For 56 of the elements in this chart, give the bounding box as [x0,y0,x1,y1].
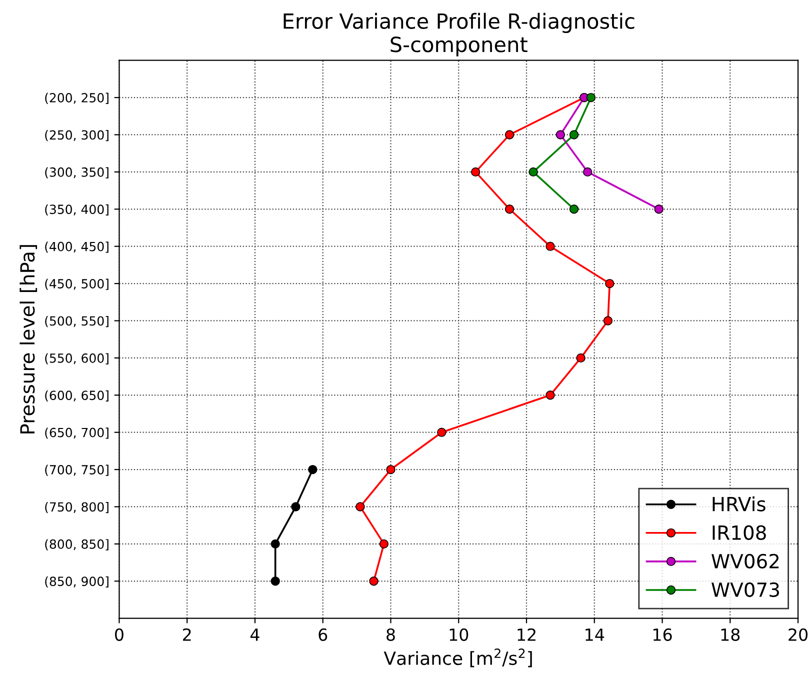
x-tick-label: 12 [518,628,536,641]
x-tick-label: 6 [318,628,328,641]
chart-title: Error Variance Profile R-diagnostic S-component [284,12,634,56]
point [583,167,592,177]
y-tick-label: (550, 600] [45,353,108,364]
legend-label: IR108 [712,525,766,540]
point [356,502,365,512]
point [270,576,280,586]
point [576,353,586,363]
y-tick-label: (650, 700] [45,428,108,439]
y-tick-label: (850, 900] [45,576,108,588]
point [379,539,389,549]
y-tick-label: (200, 250] [45,92,108,104]
point [654,204,664,214]
x-tick-label: 14 [586,628,604,641]
point [437,428,446,437]
point [528,167,538,177]
y-tick-label: (300, 350] [45,167,108,178]
x-tick-label: 16 [653,628,672,641]
y-tick-label: (750, 800] [45,502,108,514]
y-axis-title: Pressure level [hPa] [20,245,38,434]
y-tick-label: (500, 550] [45,316,108,328]
x-tick-label: 10 [450,628,468,641]
point [270,539,280,549]
y-tick-label: (450, 500] [45,278,108,290]
legend-label: WV062 [712,554,779,569]
y-tick-label: (800, 850] [45,539,108,550]
point [308,464,318,474]
point [291,502,300,512]
point [546,242,555,251]
point [386,464,396,474]
y-tick-label: (600, 650] [45,390,108,402]
point [471,167,480,177]
x-tick-label: 4 [250,628,260,641]
x-axis-title: Variance [m$^{2}$/s$^{2}$] [384,648,532,668]
point [586,92,596,102]
x-tick-label: 20 [788,628,808,641]
point [569,204,579,214]
x-tick-label: 8 [386,628,395,641]
x-tick-label: 2 [183,628,191,641]
x-tick-label: 0 [115,628,124,641]
y-tick-label: (250, 300] [45,130,108,142]
point [605,278,614,288]
point [546,390,555,400]
point [556,130,566,140]
y-tick-label: (700, 750] [45,464,108,476]
legend-label: HRVis [712,496,766,512]
y-tick-label: (400, 450] [45,242,108,253]
point [603,316,613,326]
legend-label: WV073 [712,582,779,598]
point [369,576,378,586]
point [504,130,514,140]
point [504,204,514,214]
point [569,130,579,140]
x-tick-label: 18 [721,628,740,641]
y-tick-label: (350, 400] [45,204,108,216]
